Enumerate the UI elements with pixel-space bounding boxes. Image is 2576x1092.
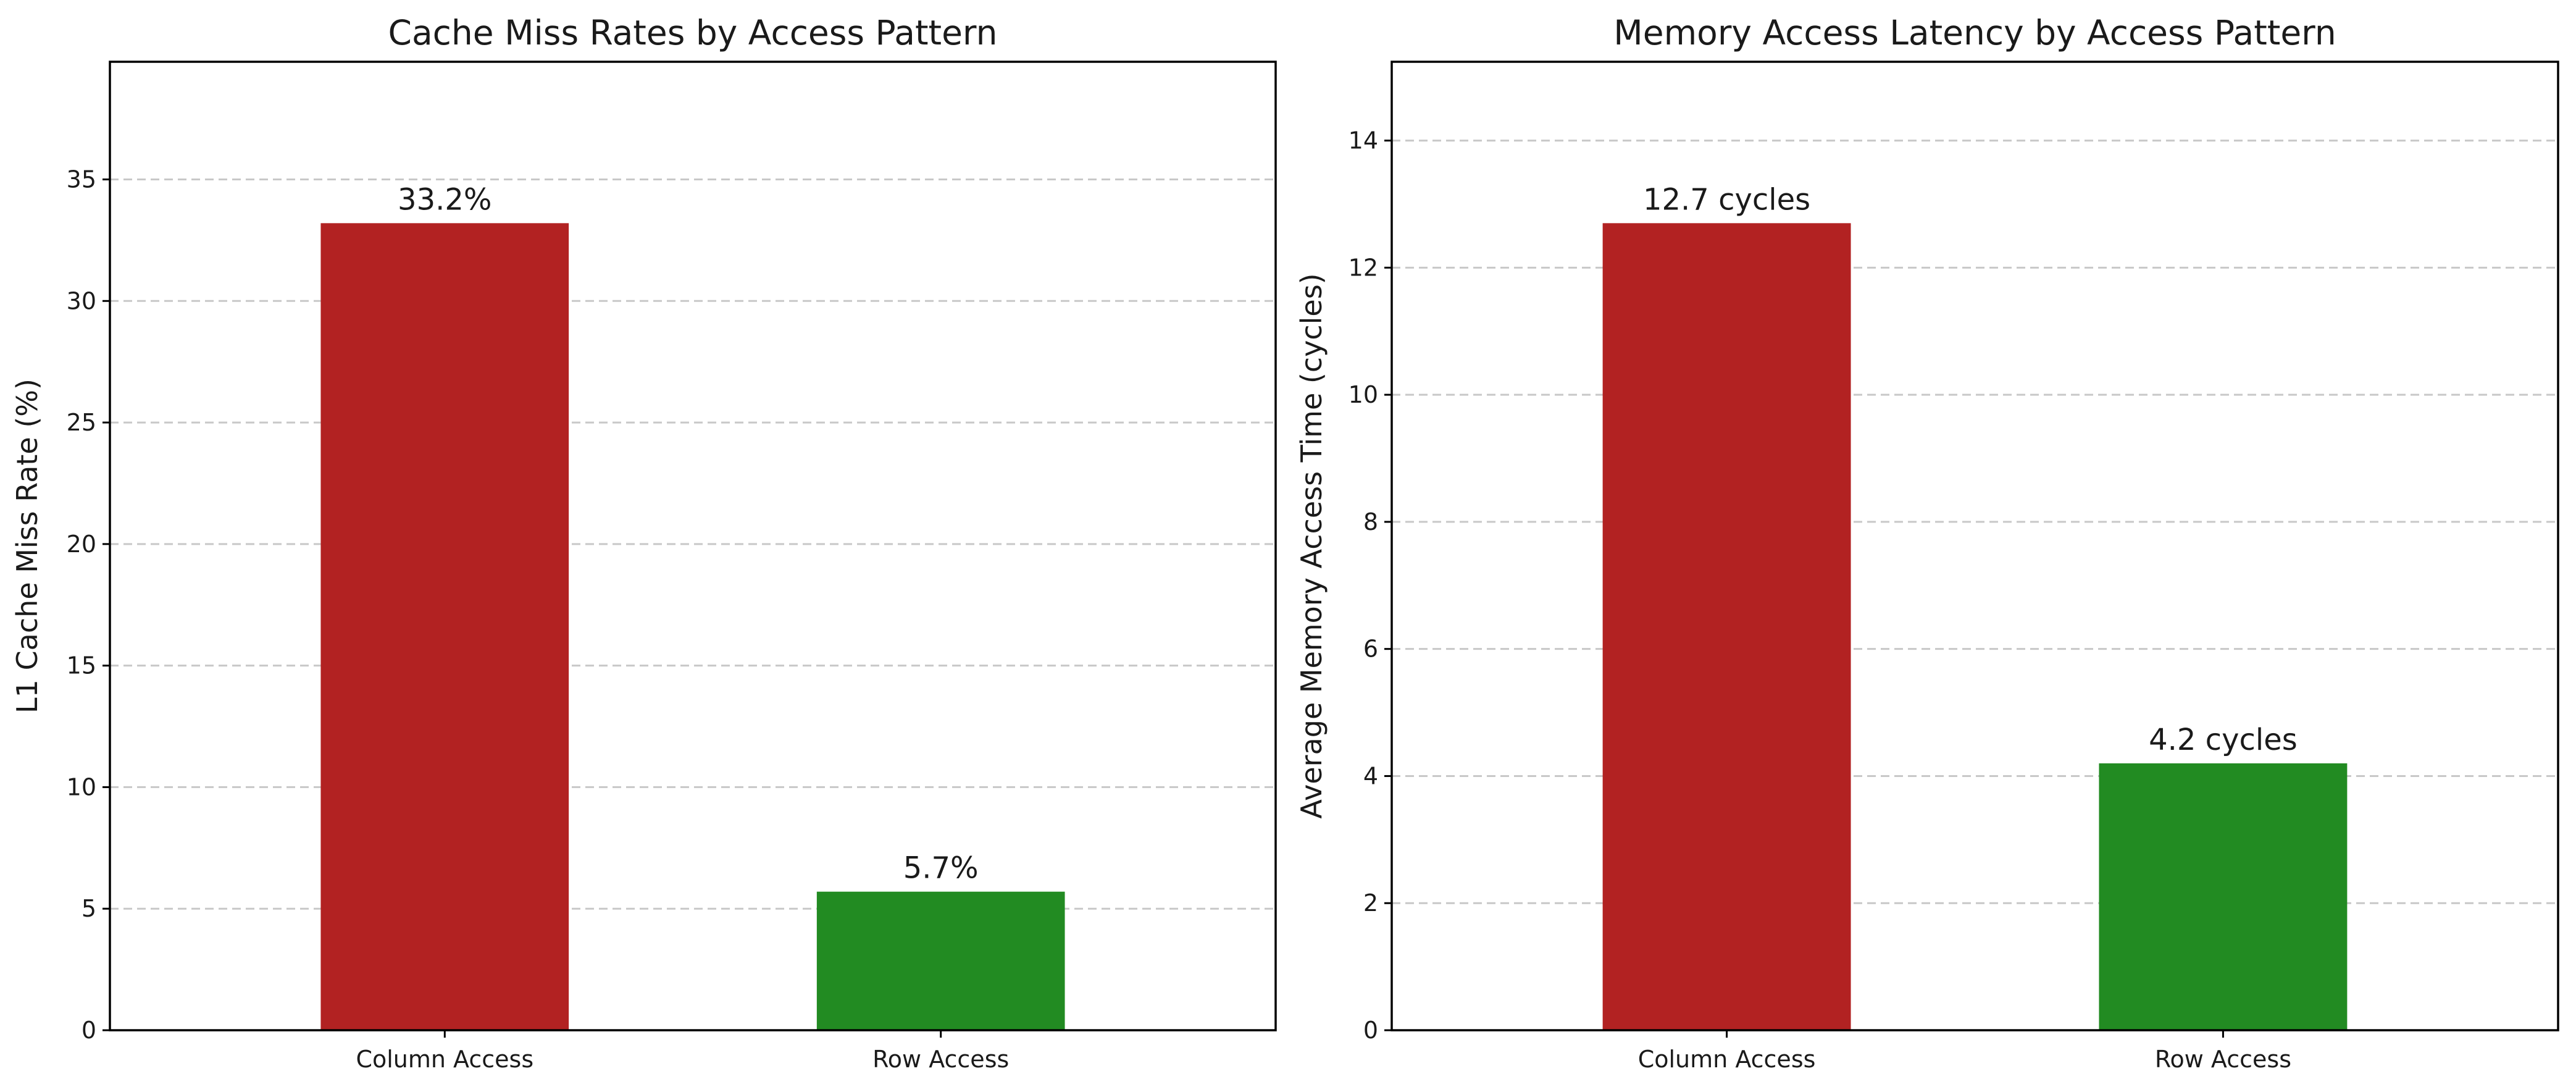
bar-value-label: 33.2%: [398, 182, 491, 217]
y-tick-label: 30: [67, 287, 96, 314]
x-tick-label: Row Access: [2155, 1046, 2291, 1073]
y-axis-label: L1 Cache Miss Rate (%): [10, 379, 44, 713]
y-tick-label: 10: [1349, 381, 1378, 408]
gridlines: [110, 178, 1276, 910]
y-tick-label: 20: [67, 531, 96, 558]
y-tick-label: 2: [1363, 889, 1378, 917]
y-tick-label: 0: [82, 1017, 96, 1044]
y-tick-label: 12: [1349, 254, 1378, 281]
y-tick-label: 10: [67, 773, 96, 800]
latency-chart: Memory Access Latency by Access Pattern …: [1295, 13, 2559, 1073]
y-tick-label: 25: [67, 409, 96, 436]
plot-frame: [1390, 61, 2559, 1031]
bar-value-label: 5.7%: [903, 851, 979, 886]
y-tick-label: 5: [82, 895, 96, 922]
y-tick-label: 8: [1363, 508, 1378, 536]
bar: [816, 891, 1065, 1030]
y-tick-label: 6: [1363, 636, 1378, 663]
chart-title: Cache Miss Rates by Access Pattern: [388, 13, 998, 52]
y-tick-label: 15: [67, 652, 96, 679]
y-axis-label: Average Memory Access Time (cycles): [1295, 273, 1328, 818]
y-tick-label: 0: [1363, 1017, 1378, 1044]
bar-value-label: 12.7 cycles: [1643, 182, 1810, 217]
y-tick-label: 14: [1349, 127, 1378, 154]
x-tick-label: Column Access: [356, 1046, 533, 1073]
y-tick-label: 35: [67, 166, 96, 193]
gridlines: [1392, 140, 2558, 904]
cache-miss-chart: Cache Miss Rates by Access Pattern L1 Ca…: [10, 13, 1277, 1073]
x-tick-label: Row Access: [872, 1046, 1009, 1073]
bar: [1602, 223, 1851, 1030]
y-tick-label: 4: [1363, 762, 1378, 789]
chart-title: Memory Access Latency by Access Pattern: [1613, 13, 2336, 52]
plot-frame: [109, 61, 1277, 1031]
bar: [320, 223, 569, 1030]
bar: [2099, 763, 2348, 1030]
x-tick-label: Column Access: [1638, 1046, 1816, 1073]
bar-value-label: 4.2 cycles: [2149, 723, 2298, 757]
